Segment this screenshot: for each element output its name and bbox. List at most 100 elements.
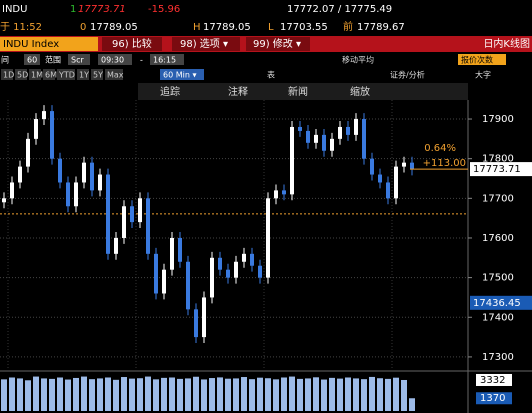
options[interactable]: 98) 选项 ▾ bbox=[180, 37, 228, 50]
candle-body bbox=[10, 182, 14, 199]
button[interactable] bbox=[172, 37, 240, 51]
period[interactable]: 1D bbox=[3, 71, 14, 80]
change-pct: 0.64% bbox=[424, 143, 456, 154]
candle-body bbox=[282, 190, 286, 195]
dash: - bbox=[140, 56, 143, 65]
volume-bar bbox=[313, 377, 319, 411]
volume-bar bbox=[201, 379, 207, 411]
range-type[interactable]: Scr bbox=[71, 56, 84, 65]
candle-body bbox=[234, 261, 238, 278]
candle-body bbox=[306, 130, 310, 143]
button[interactable] bbox=[246, 37, 310, 51]
period-button[interactable] bbox=[77, 69, 89, 80]
period-button[interactable] bbox=[15, 69, 27, 80]
candle-body bbox=[170, 237, 174, 270]
period[interactable]: 5D bbox=[17, 71, 28, 80]
candle-body bbox=[202, 297, 206, 338]
flag: 1 bbox=[70, 4, 76, 15]
end[interactable]: 16:15 bbox=[153, 56, 176, 65]
high: 17789.05 bbox=[203, 22, 251, 33]
label: H bbox=[193, 22, 201, 33]
candle-body bbox=[66, 182, 70, 207]
frequency[interactable]: 60 Min ▾ bbox=[163, 71, 196, 80]
candle-body bbox=[394, 166, 398, 199]
security-box bbox=[0, 37, 98, 51]
field[interactable] bbox=[458, 54, 506, 65]
period-button[interactable] bbox=[29, 69, 41, 80]
volume-bar bbox=[361, 379, 367, 411]
volume-bar bbox=[1, 379, 7, 411]
candle-body bbox=[298, 126, 302, 131]
candle-body bbox=[378, 174, 382, 183]
toolbar bbox=[138, 83, 468, 100]
period-button[interactable] bbox=[1, 69, 13, 80]
modify[interactable]: 99) 修改 ▾ bbox=[253, 37, 301, 50]
button[interactable] bbox=[102, 37, 162, 51]
candle-body bbox=[162, 269, 166, 294]
period-button[interactable] bbox=[105, 69, 123, 80]
volume-bar bbox=[393, 377, 399, 411]
range-label: 范围 bbox=[45, 55, 61, 65]
start[interactable]: 09:30 bbox=[101, 56, 124, 65]
tool[interactable]: 追踪 bbox=[160, 85, 180, 98]
tools: 追踪 注释 新闻 缩放 bbox=[160, 85, 370, 98]
volume-bar bbox=[113, 379, 119, 411]
interval[interactable]: 60 bbox=[27, 56, 37, 65]
large-font[interactable]: 大字 bbox=[475, 70, 491, 80]
period-button[interactable] bbox=[91, 69, 103, 80]
candle-body bbox=[154, 253, 158, 294]
volume-bar bbox=[265, 378, 271, 411]
candle-body bbox=[250, 253, 254, 266]
volume-bar bbox=[209, 378, 215, 411]
volume-bar bbox=[97, 378, 103, 411]
volume-bar bbox=[129, 378, 135, 411]
candle-body bbox=[322, 134, 326, 151]
period[interactable]: 1Y bbox=[79, 71, 89, 80]
volume-tick-box bbox=[476, 392, 512, 405]
period[interactable]: 1M bbox=[31, 71, 43, 80]
table[interactable]: 表 bbox=[267, 70, 275, 80]
y-tick-label: 17700 bbox=[482, 193, 514, 204]
candle-body bbox=[242, 253, 246, 262]
tool[interactable]: 注释 bbox=[228, 85, 248, 98]
volume-bar bbox=[9, 377, 15, 411]
field[interactable] bbox=[68, 54, 90, 65]
volume-bar bbox=[289, 376, 295, 411]
compare[interactable]: 96) 比较 bbox=[112, 37, 152, 50]
candle-body bbox=[42, 111, 46, 120]
field[interactable] bbox=[98, 54, 132, 65]
tool[interactable]: 缩放 bbox=[350, 85, 370, 98]
period-button[interactable] bbox=[43, 69, 55, 80]
tool[interactable]: 新闻 bbox=[288, 85, 308, 98]
candle-body bbox=[354, 119, 358, 135]
candle-body bbox=[410, 162, 414, 170]
label: 前 bbox=[343, 20, 353, 33]
security: INDU Index bbox=[3, 39, 59, 50]
period[interactable]: Max bbox=[107, 71, 124, 80]
volume-bar bbox=[337, 378, 343, 411]
candle-body bbox=[186, 261, 190, 310]
volume-bar bbox=[17, 378, 23, 411]
tick-count[interactable]: 报价次数 bbox=[461, 55, 493, 65]
volume-bar bbox=[385, 378, 391, 411]
field[interactable] bbox=[150, 54, 184, 65]
candle-body bbox=[34, 119, 38, 139]
volume-bar bbox=[65, 379, 71, 411]
volume-bar bbox=[281, 377, 287, 411]
period-button[interactable] bbox=[57, 69, 75, 80]
analysis[interactable]: 证券/分析 bbox=[390, 70, 425, 80]
volume-bar bbox=[73, 377, 79, 411]
y-tick-label: 17500 bbox=[482, 273, 514, 284]
day-separators bbox=[7, 100, 393, 370]
volume-bar bbox=[145, 376, 151, 411]
field[interactable] bbox=[24, 54, 40, 65]
field[interactable] bbox=[160, 69, 204, 80]
volume-tick-label: 1370 bbox=[480, 393, 505, 404]
candle-body bbox=[370, 158, 374, 175]
volume-bar bbox=[41, 378, 47, 411]
volume-bar bbox=[233, 378, 239, 411]
period[interactable]: 6M bbox=[45, 71, 57, 80]
moving-avg[interactable]: 移动平均 bbox=[342, 55, 374, 65]
period[interactable]: 5Y bbox=[93, 71, 103, 80]
period[interactable]: YTD bbox=[58, 71, 75, 80]
